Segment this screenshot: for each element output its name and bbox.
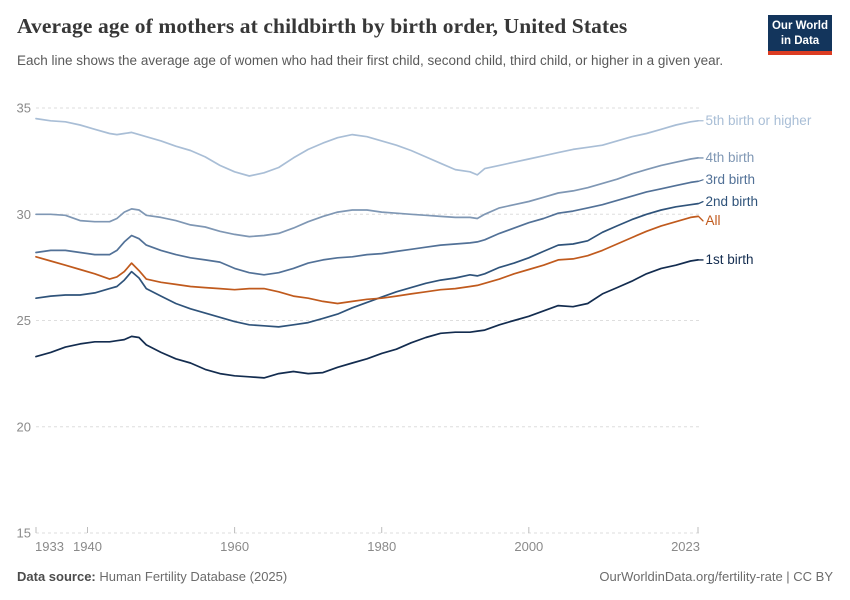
- series-label-1st-birth[interactable]: 1st birth: [706, 252, 754, 267]
- series-line-3rd-birth[interactable]: [35, 180, 699, 276]
- series-label-3rd-birth[interactable]: 3rd birth: [706, 172, 756, 187]
- series-label-connector-3rd-birth: [697, 179, 704, 182]
- chart-title: Average age of mothers at childbirth by …: [17, 14, 628, 38]
- series-line-4th-birth[interactable]: [35, 157, 699, 238]
- series-line-5th-birth-or-higher[interactable]: [35, 117, 699, 177]
- y-axis-label-20: 20: [17, 419, 31, 434]
- citation-link[interactable]: OurWorldinData.org/fertility-rate | CC B…: [599, 569, 833, 584]
- series-line-1st-birth[interactable]: [35, 259, 699, 379]
- series-label-5th-birth-or-higher[interactable]: 5th birth or higher: [706, 113, 812, 128]
- x-axis-label-1933: 1933: [35, 539, 64, 554]
- owid-logo-line1: Our World: [771, 20, 828, 32]
- x-axis-label-1980: 1980: [367, 539, 396, 554]
- owid-logo-line2: in Data: [780, 34, 820, 47]
- series-label-connector-all: [697, 215, 704, 222]
- y-axis-label-15: 15: [17, 526, 31, 541]
- owid-logo[interactable]: Our World in Data: [768, 15, 832, 56]
- y-axis-label-25: 25: [17, 313, 31, 328]
- x-axis-label-2000: 2000: [514, 539, 543, 554]
- y-axis-label-35: 35: [17, 101, 31, 116]
- series-label-2nd-birth[interactable]: 2nd birth: [706, 194, 759, 209]
- chart-subtitle: Each line shows the average age of women…: [17, 53, 724, 68]
- data-source-value: Human Fertility Database (2025): [95, 569, 288, 584]
- data-source-note: Data source: Human Fertility Database (2…: [17, 569, 287, 584]
- series-label-all[interactable]: All: [706, 213, 721, 228]
- x-axis-label-1960: 1960: [220, 539, 249, 554]
- series-line-2nd-birth[interactable]: [35, 202, 699, 328]
- series-line-all[interactable]: [35, 215, 699, 305]
- x-axis-label-2023: 2023: [671, 539, 700, 554]
- series-label-4th-birth[interactable]: 4th birth: [706, 150, 755, 165]
- x-axis-label-1940: 1940: [73, 539, 102, 554]
- y-axis-label-30: 30: [17, 207, 31, 222]
- series-label-connector-2nd-birth: [697, 200, 704, 205]
- data-source-label: Data source:: [17, 569, 96, 584]
